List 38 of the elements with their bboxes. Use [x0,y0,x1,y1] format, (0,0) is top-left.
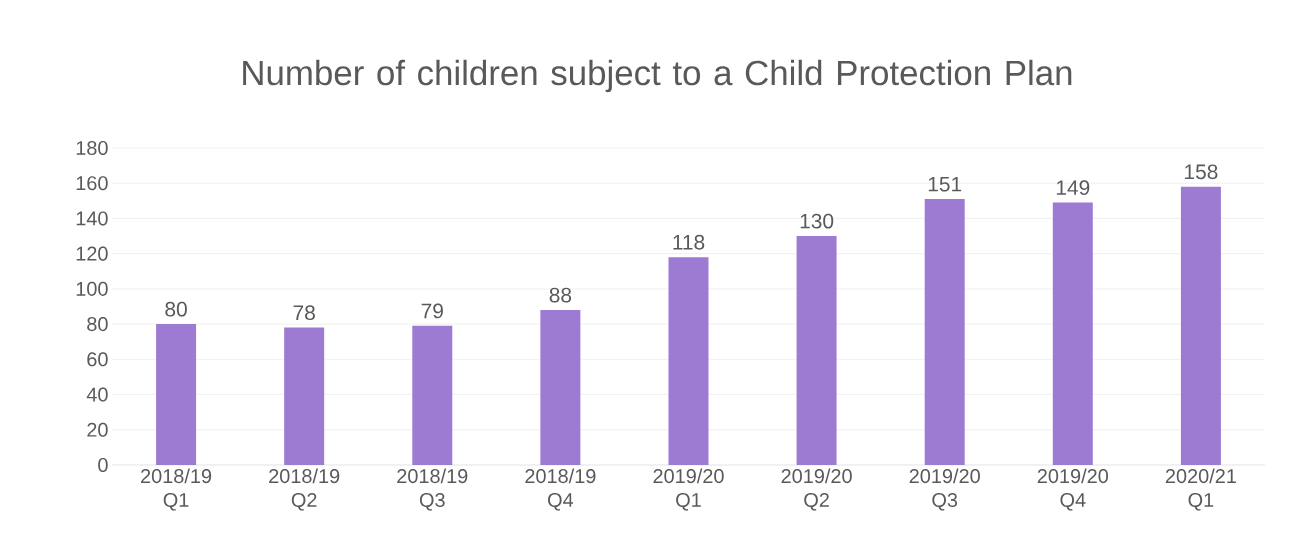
data-label: 78 [293,305,315,321]
data-label: 88 [549,287,572,303]
bar [412,325,453,465]
bar [668,257,709,465]
y-tick-label: 140 [76,211,108,226]
y-tick-label: 160 [76,176,108,191]
y-tick-label: 80 [87,317,108,332]
data-label: 130 [800,213,834,229]
y-tick-label: 120 [76,246,108,261]
x-tick-label: 2018/19 Q4 [525,468,596,511]
y-tick-label: 40 [86,387,108,402]
x-tick-label: 2018/19 Q3 [397,468,468,511]
bar [796,236,837,465]
data-label: 149 [1056,180,1090,196]
y-tick-label: 20 [87,422,108,437]
bar [156,324,197,465]
chart-title: Number of children subject to a Child Protection Plan [243,59,1072,93]
bar [284,327,325,465]
x-tick-label: 2019/20 Q2 [781,468,852,511]
y-tick-label: 180 [76,140,108,156]
x-tick-label: 2019/20 Q4 [1037,468,1109,511]
x-tick-label: 2019/20 Q1 [653,468,724,511]
data-label: 151 [928,176,962,192]
x-tick-label: 2020/21 Q1 [1165,468,1236,511]
bar [540,310,581,465]
data-label: 79 [421,303,443,319]
data-label: 80 [165,301,187,317]
x-tick-label: 2018/19 Q1 [141,468,212,511]
y-tick-label: 0 [98,457,108,473]
bar [924,199,965,465]
data-label: 118 [673,234,705,250]
bar [1180,186,1221,465]
y-tick-label: 60 [87,352,108,367]
data-label: 158 [1185,164,1218,180]
y-tick-label: 100 [76,281,108,296]
x-tick-label: 2018/19 Q2 [269,468,340,511]
bar [1052,202,1093,465]
x-tick-label: 2019/20 Q3 [909,468,980,511]
